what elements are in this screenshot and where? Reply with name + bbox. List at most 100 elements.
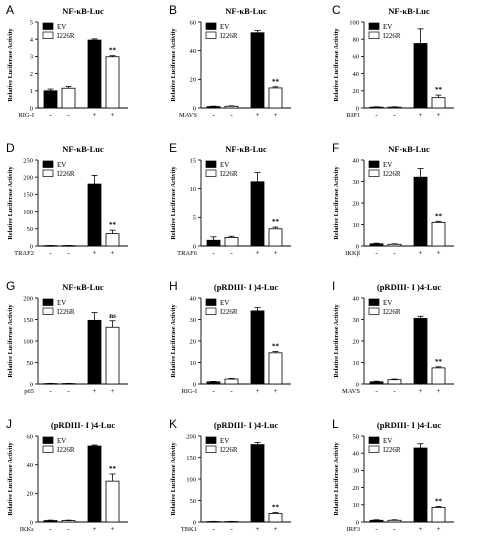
y-tick-label: 0 <box>356 243 359 250</box>
y-tick-label: 20 <box>190 338 197 345</box>
significance-label: ** <box>435 498 443 506</box>
y-tick-label: 20 <box>353 88 360 95</box>
treatment-sign: + <box>256 525 260 533</box>
legend-label: EV <box>383 299 392 307</box>
panel-letter: A <box>6 3 14 17</box>
treatment-label: TRAF2 <box>14 250 34 257</box>
bar-ev <box>43 520 58 523</box>
treatment-sign: + <box>419 387 423 395</box>
bar-i226r <box>61 520 76 523</box>
bar-i226r <box>61 87 76 109</box>
legend-swatch <box>42 298 54 306</box>
bar-ev <box>87 319 102 385</box>
treatment-sign: + <box>419 525 423 533</box>
panel-letter: G <box>6 279 15 293</box>
y-tick-label: 60 <box>27 433 34 440</box>
y-tick-label: 0 <box>193 381 196 388</box>
y-tick-label: 4 <box>30 37 34 44</box>
treatment-sign: + <box>93 249 97 257</box>
treatment-sign: + <box>256 111 260 119</box>
panel-letter: L <box>332 417 339 431</box>
y-tick-label: 20 <box>353 338 360 345</box>
treatment-sign: + <box>111 249 115 257</box>
legend-swatch <box>205 445 217 453</box>
panel-letter: H <box>169 279 178 293</box>
bar-ev <box>369 243 384 247</box>
legend-label: I226R <box>383 308 401 316</box>
y-axis-label: Relative Luciferase Activity <box>170 304 177 378</box>
treatment-label: MAVS <box>179 112 197 119</box>
legend-label: I226R <box>57 446 75 454</box>
legend-label: I226R <box>220 32 238 40</box>
chart-title: (pRDIII- I )4-Luc <box>51 420 115 430</box>
legend-swatch <box>205 307 217 315</box>
treatment-sign: + <box>274 111 278 119</box>
y-tick-label: 10 <box>353 502 360 509</box>
bar-i226r <box>268 87 283 109</box>
legend-swatch <box>42 445 54 453</box>
treatment-sign: - <box>49 525 52 533</box>
treatment-sign: + <box>93 387 97 395</box>
panel-h: H (pRDIII- I )4-Luc Relative Luciferase Ac… <box>169 279 291 395</box>
treatment-sign: - <box>212 249 215 257</box>
y-tick-label: 0 <box>30 105 33 112</box>
y-tick-label: 30 <box>353 179 360 186</box>
treatment-sign: + <box>274 249 278 257</box>
bar-ev <box>413 176 428 247</box>
treatment-sign: - <box>230 249 233 257</box>
legend-swatch <box>368 445 380 453</box>
y-tick-label: 40 <box>353 295 360 302</box>
treatment-sign: + <box>256 249 260 257</box>
panel-e: E NF-κB-Luc Relative Luciferase Activity 0 5… <box>169 141 291 257</box>
treatment-sign: - <box>393 387 396 395</box>
treatment-sign: + <box>111 387 115 395</box>
y-tick-label: 0 <box>193 105 196 112</box>
treatment-sign: + <box>437 387 441 395</box>
bar-i226r <box>431 97 446 109</box>
legend-label: I226R <box>57 32 75 40</box>
legend-label: EV <box>57 437 66 445</box>
chart-title: NF-κB-Luc <box>388 6 430 16</box>
y-tick-label: 100 <box>186 476 196 483</box>
bar-i226r <box>268 513 283 523</box>
treatment-sign: - <box>230 387 233 395</box>
legend-swatch <box>42 31 54 39</box>
bar-ev <box>250 310 265 385</box>
legend-swatch <box>42 436 54 444</box>
treatment-sign: - <box>67 387 70 395</box>
treatment-sign: - <box>393 249 396 257</box>
y-tick-label: 30 <box>353 317 360 324</box>
treatment-sign: + <box>111 111 115 119</box>
bar-ev <box>413 318 428 385</box>
y-tick-label: 10 <box>190 186 197 193</box>
y-tick-label: 30 <box>353 468 360 475</box>
significance-label: ns <box>109 312 116 320</box>
bar-ev <box>250 32 265 109</box>
treatment-sign: - <box>212 525 215 533</box>
bar-i226r <box>268 352 283 385</box>
significance-label: ** <box>109 221 117 229</box>
bar-ev <box>206 106 221 109</box>
bar-i226r <box>105 326 120 385</box>
treatment-label: RIP1 <box>347 112 360 119</box>
y-axis-label: Relative Luciferase Activity <box>7 442 14 516</box>
treatment-sign: + <box>419 111 423 119</box>
treatment-sign: + <box>111 525 115 533</box>
panel-b: B NF-κB-Luc Relative Luciferase Activity 0 2… <box>169 3 291 119</box>
treatment-sign: - <box>375 111 378 119</box>
y-tick-label: 50 <box>190 498 197 505</box>
y-tick-label: 0 <box>30 519 33 526</box>
legend-label: EV <box>220 437 229 445</box>
y-axis-label: Relative Luciferase Activity <box>7 304 14 378</box>
panel-letter: I <box>332 279 335 293</box>
y-tick-label: 0 <box>193 243 196 250</box>
treatment-sign: - <box>230 111 233 119</box>
significance-label: ** <box>272 78 280 86</box>
y-tick-label: 200 <box>23 295 33 302</box>
y-axis-label: Relative Luciferase Activity <box>170 166 177 240</box>
treatment-sign: - <box>49 387 52 395</box>
y-tick-label: 10 <box>353 222 360 229</box>
y-axis-label: Relative Luciferase Activity <box>170 28 177 102</box>
chart-title: NF-κB-Luc <box>225 6 267 16</box>
